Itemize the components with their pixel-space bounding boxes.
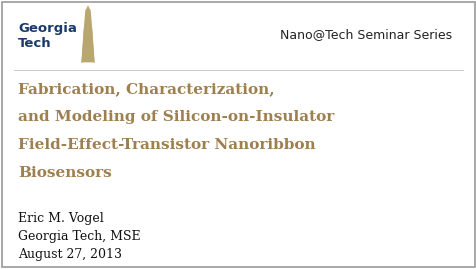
Text: Georgia: Georgia bbox=[18, 22, 77, 35]
Polygon shape bbox=[82, 6, 94, 62]
Text: Fabrication, Characterization,: Fabrication, Characterization, bbox=[18, 82, 274, 96]
Text: Georgia Tech, MSE: Georgia Tech, MSE bbox=[18, 230, 140, 243]
Text: Biosensors: Biosensors bbox=[18, 166, 111, 180]
Text: Nano@Tech Seminar Series: Nano@Tech Seminar Series bbox=[279, 28, 451, 41]
Text: August 27, 2013: August 27, 2013 bbox=[18, 248, 122, 261]
Text: Eric M. Vogel: Eric M. Vogel bbox=[18, 212, 104, 225]
Text: Field-Effect-Transistor Nanoribbon: Field-Effect-Transistor Nanoribbon bbox=[18, 138, 315, 152]
Text: and Modeling of Silicon-on-Insulator: and Modeling of Silicon-on-Insulator bbox=[18, 110, 334, 124]
Text: Tech: Tech bbox=[18, 37, 51, 50]
